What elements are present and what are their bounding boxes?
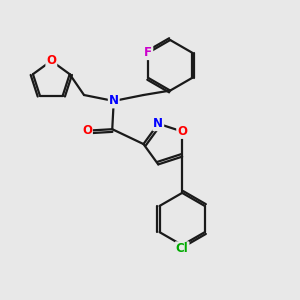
Text: O: O — [46, 54, 56, 67]
Text: N: N — [153, 117, 163, 130]
Text: Cl: Cl — [176, 242, 188, 255]
Text: O: O — [177, 125, 187, 138]
Text: O: O — [82, 124, 92, 137]
Text: F: F — [144, 46, 152, 59]
Text: N: N — [109, 94, 119, 107]
